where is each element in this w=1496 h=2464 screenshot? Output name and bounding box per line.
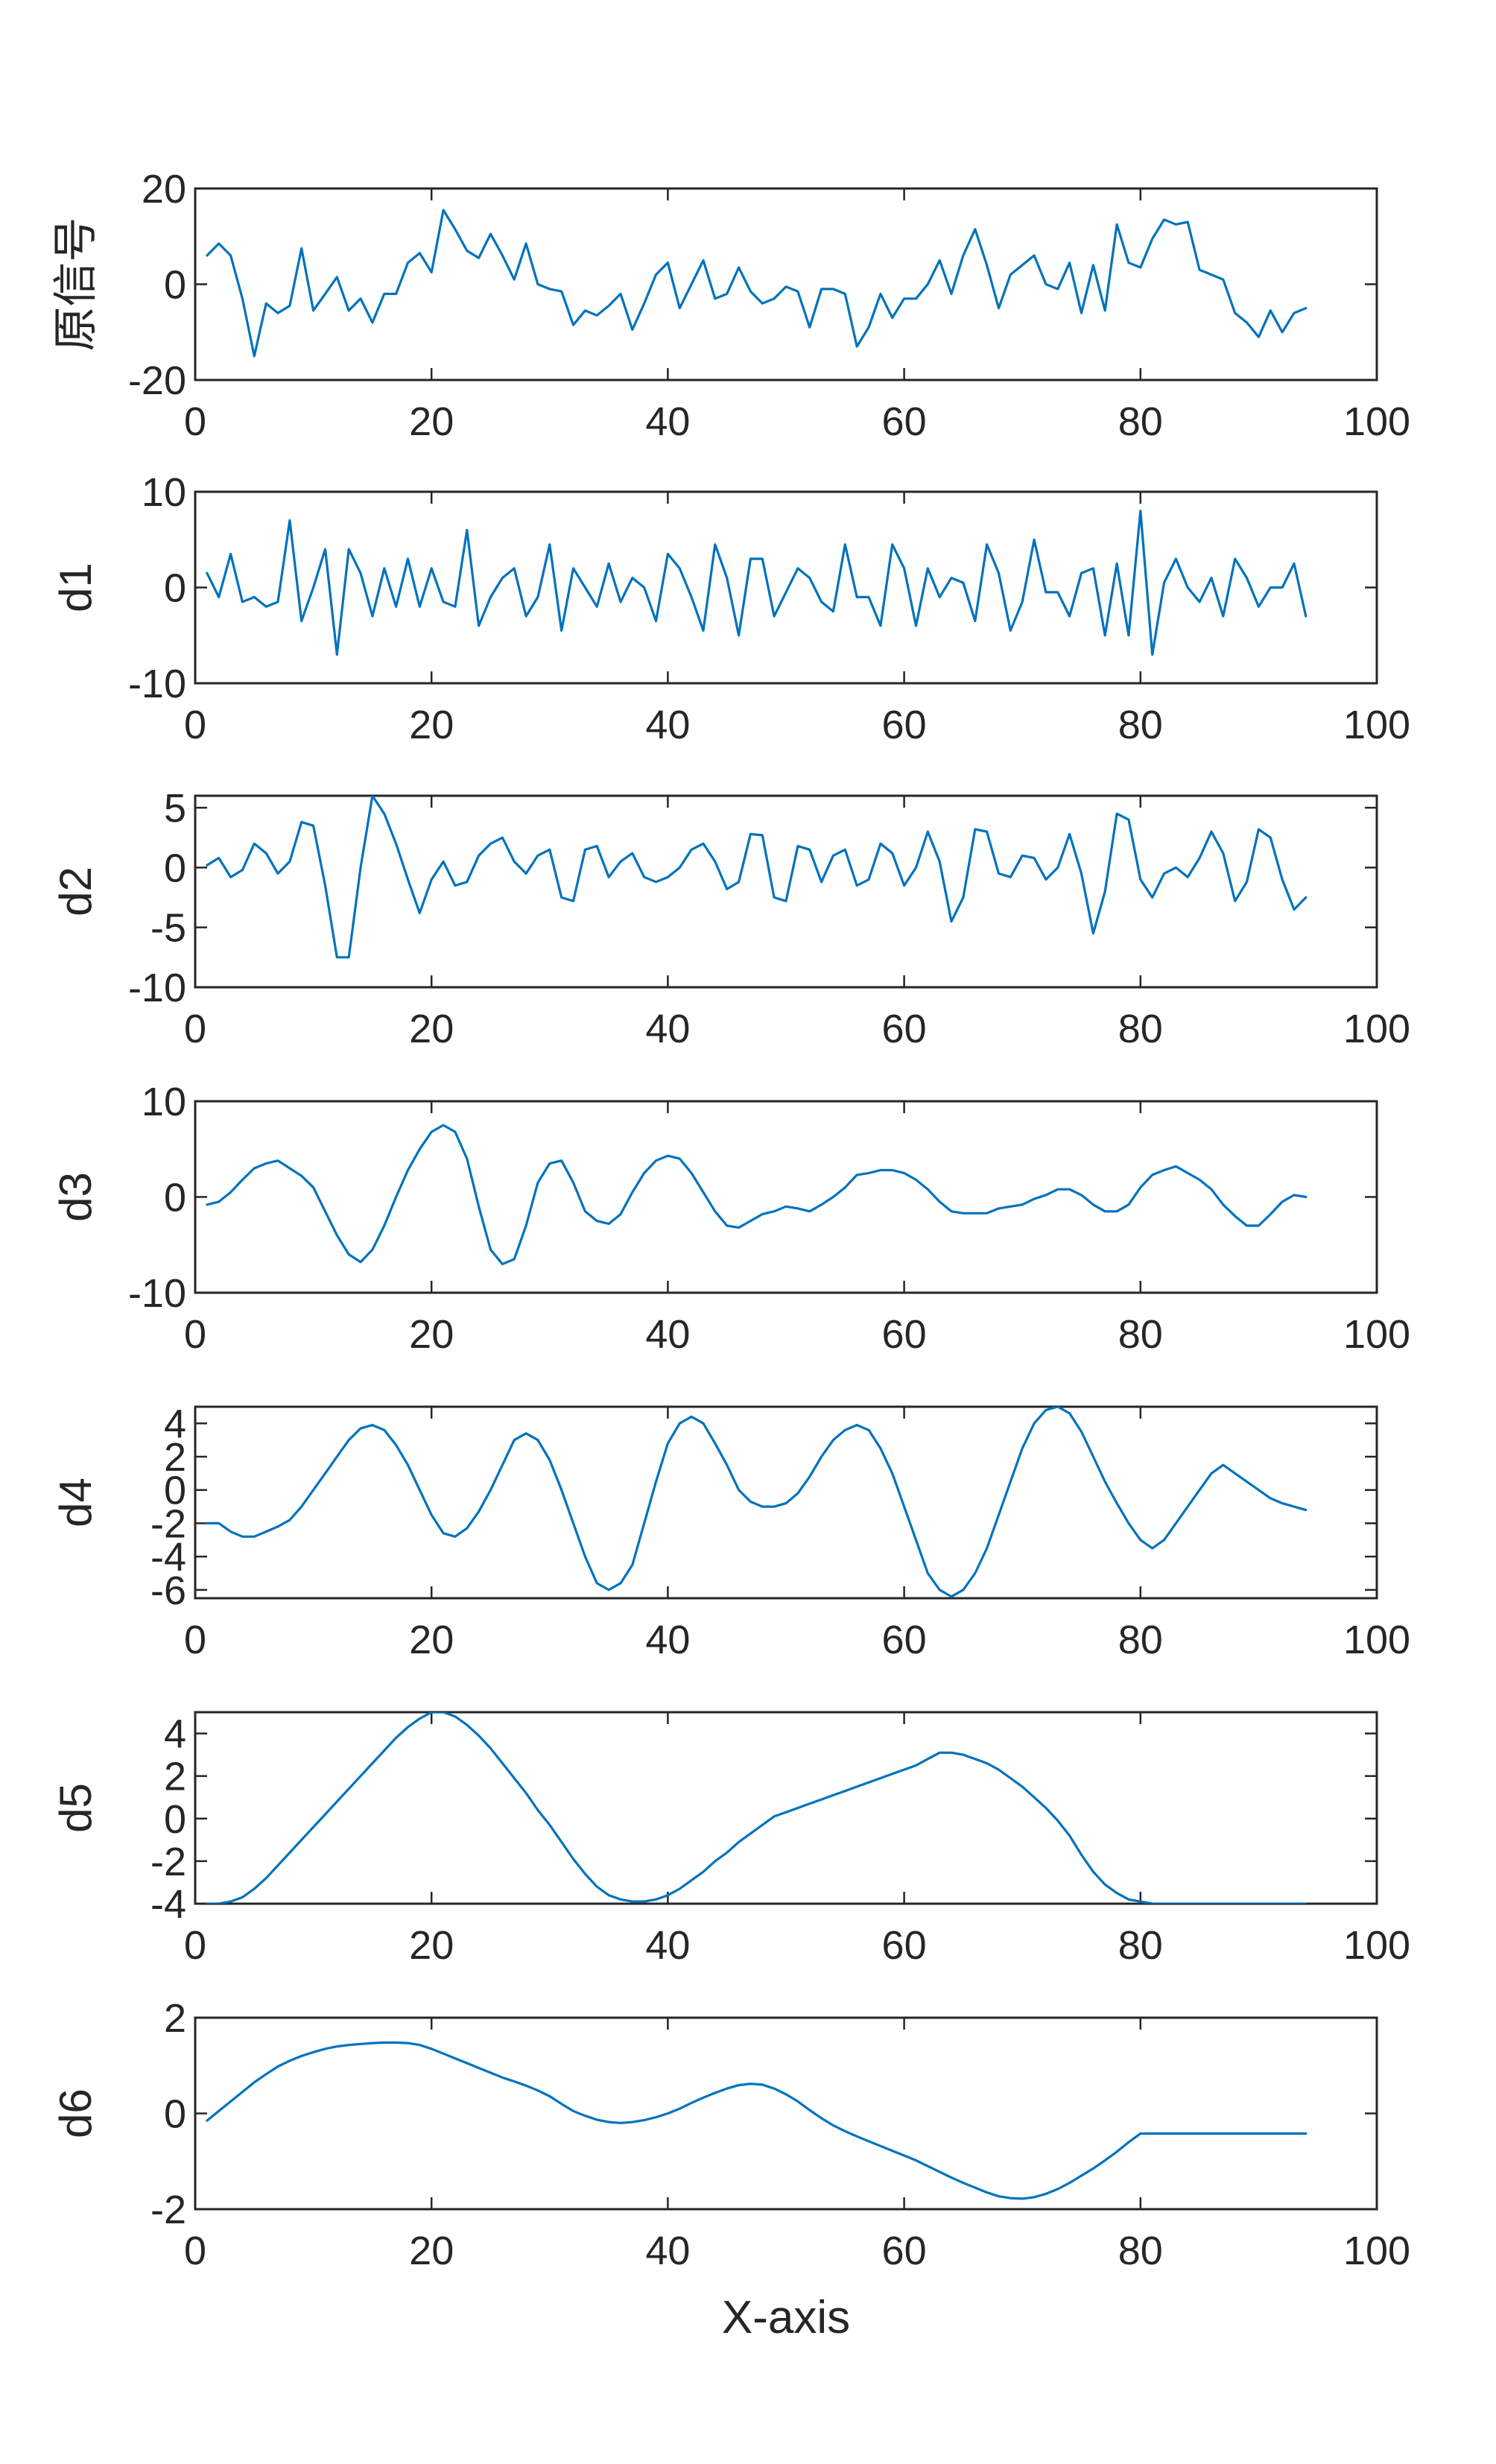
y-axis-label: d3 [51, 1172, 101, 1222]
series-line [206, 796, 1308, 959]
x-tick-label: 100 [1343, 1618, 1410, 1662]
y-tick-label: 2 [164, 1755, 186, 1799]
x-tick-label: 0 [184, 1007, 206, 1051]
x-tick-label: 60 [882, 1007, 927, 1051]
x-tick-label: 40 [645, 399, 690, 444]
y-tick-label: 2 [164, 1435, 186, 1480]
y-tick-label: 20 [142, 167, 186, 212]
axes-frame [194, 794, 1378, 989]
x-tick-label: 20 [409, 703, 454, 747]
x-tick-label: 0 [184, 399, 206, 444]
y-tick-label: 0 [164, 566, 186, 611]
y-tick-label: 4 [164, 1402, 186, 1446]
x-tick-label: 60 [882, 2229, 927, 2273]
y-tick-label: -20 [128, 358, 186, 403]
y-tick-label: -5 [150, 906, 186, 951]
y-tick-label: 4 [164, 1712, 186, 1757]
y-tick-label: 10 [142, 470, 186, 515]
axes-frame [194, 187, 1378, 381]
x-tick-label: 100 [1343, 703, 1410, 747]
x-tick-label: 60 [882, 703, 927, 747]
axes-frame [194, 1100, 1378, 1294]
y-axis-label: 原信号 [51, 218, 101, 352]
x-tick-label: 40 [645, 1618, 690, 1662]
y-tick-label: 0 [164, 1797, 186, 1842]
x-tick-label: 40 [645, 2229, 690, 2273]
y-tick-label: 2 [164, 1996, 186, 2041]
x-tick-label: 100 [1343, 1923, 1410, 1968]
axes-frame [194, 490, 1378, 685]
x-tick-label: 20 [409, 1312, 454, 1357]
x-axis-label: X-axis [722, 2292, 850, 2343]
x-tick-label: 60 [882, 1312, 927, 1357]
x-tick-label: 80 [1118, 1312, 1163, 1357]
x-tick-label: 100 [1343, 1312, 1410, 1357]
series-line [206, 510, 1308, 656]
subplot-3: 0 20 40 60 80 100 -10 -5 0 5 d2 [51, 786, 1410, 1051]
y-axis-label: d6 [51, 2088, 101, 2138]
x-tick-label: 80 [1118, 399, 1163, 444]
x-tick-label: 100 [1343, 399, 1410, 444]
series-line [206, 1124, 1308, 1266]
x-tick-label: 40 [645, 1312, 690, 1357]
series-line [206, 1407, 1308, 1598]
x-tick-label: 0 [184, 1312, 206, 1357]
x-tick-label: 100 [1343, 2229, 1410, 2273]
x-tick-label: 60 [882, 399, 927, 444]
x-tick-label: 80 [1118, 1923, 1163, 1968]
x-tick-label: 20 [409, 2229, 454, 2273]
y-tick-label: 0 [164, 1176, 186, 1220]
x-tick-label: 80 [1118, 1007, 1163, 1051]
y-tick-label: -10 [128, 966, 186, 1010]
x-tick-label: 80 [1118, 703, 1163, 747]
series-line [206, 2041, 1308, 2200]
y-tick-label: 0 [164, 846, 186, 890]
y-tick-label: 0 [164, 263, 186, 308]
series-line [206, 209, 1308, 358]
y-tick-label: -6 [150, 1568, 186, 1613]
x-tick-label: 0 [184, 2229, 206, 2273]
y-tick-label: 0 [164, 1469, 186, 1513]
x-tick-label: 60 [882, 1618, 927, 1662]
y-tick-label: -10 [128, 662, 186, 706]
y-tick-label: -2 [150, 1840, 186, 1884]
y-axis-label: d1 [51, 563, 101, 612]
y-tick-label: 5 [164, 786, 186, 831]
x-tick-label: 20 [409, 399, 454, 444]
x-tick-label: 0 [184, 703, 206, 747]
x-tick-label: 100 [1343, 1007, 1410, 1051]
series-line [206, 1712, 1308, 1904]
y-tick-label: -4 [150, 1535, 186, 1580]
x-tick-label: 40 [645, 1923, 690, 1968]
x-tick-label: 20 [409, 1923, 454, 1968]
y-tick-label: 10 [142, 1080, 186, 1124]
x-tick-label: 80 [1118, 1618, 1163, 1662]
x-tick-label: 20 [409, 1007, 454, 1051]
x-tick-label: 20 [409, 1618, 454, 1662]
y-axis-label: d5 [51, 1783, 101, 1833]
x-tick-label: 0 [184, 1618, 206, 1662]
axes-frame [194, 1711, 1378, 1905]
y-tick-label: 0 [164, 2092, 186, 2137]
x-tick-label: 40 [645, 703, 690, 747]
x-tick-label: 0 [184, 1923, 206, 1968]
x-tick-label: 60 [882, 1923, 927, 1968]
axes-frame [194, 2016, 1378, 2211]
y-tick-label: -2 [150, 2188, 186, 2232]
y-tick-label: -2 [150, 1501, 186, 1546]
y-tick-label: -10 [128, 1271, 186, 1316]
x-tick-label: 40 [645, 1007, 690, 1051]
y-tick-label: -4 [150, 1882, 186, 1927]
y-axis-label: d4 [51, 1478, 101, 1527]
x-tick-label: 80 [1118, 2229, 1163, 2273]
y-axis-label: d2 [51, 867, 101, 916]
